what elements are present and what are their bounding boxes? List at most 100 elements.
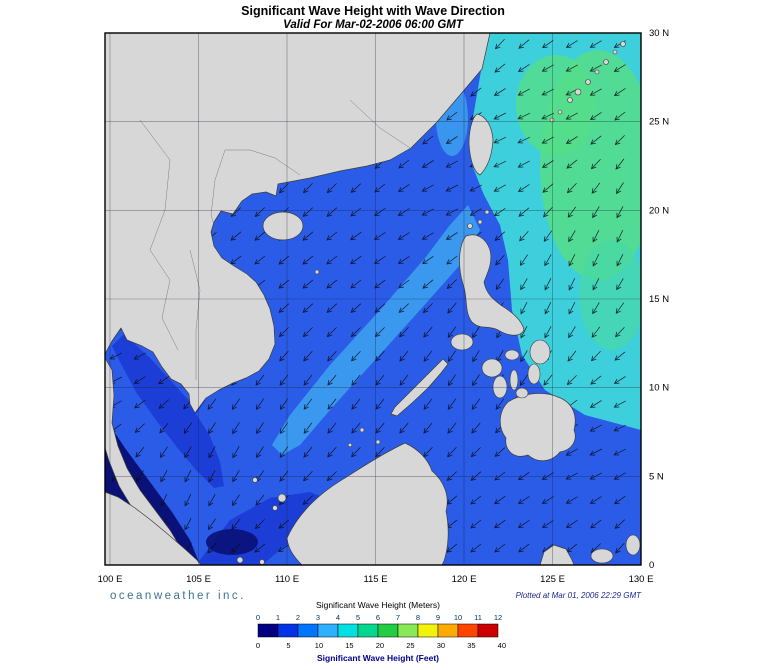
island-dots-batanes xyxy=(467,209,490,229)
wave-direction-arrow xyxy=(422,255,434,265)
wave-direction-arrow xyxy=(592,230,600,243)
wave-direction-arrow xyxy=(302,183,313,194)
wave-direction-arrow xyxy=(518,207,530,217)
wave-direction-arrow xyxy=(494,207,506,217)
map-frame xyxy=(104,32,642,566)
wave-direction-arrow xyxy=(208,446,216,459)
island-luzon xyxy=(459,234,525,336)
wave-direction-arrow xyxy=(207,398,217,410)
meters-tick-label: 9 xyxy=(436,613,440,622)
wave-direction-arrow xyxy=(544,302,552,315)
colorbar-title-meters: Significant Wave Height (Meters) xyxy=(316,600,440,610)
wave-direction-arrow xyxy=(613,376,626,384)
wave-direction-arrow xyxy=(493,112,506,120)
lat-label: 15 N xyxy=(649,294,669,305)
wave-direction-arrow xyxy=(446,543,458,553)
wave-direction-arrow xyxy=(541,496,554,504)
wave-direction-arrow xyxy=(423,422,433,434)
wave-direction-arrow xyxy=(302,255,314,265)
wave-direction-arrow xyxy=(589,40,602,48)
lat-label: 25 N xyxy=(649,117,669,128)
wave-direction-arrow xyxy=(614,519,626,529)
wave-direction-arrow xyxy=(278,279,290,289)
wave-direction-arrow xyxy=(568,277,576,291)
wave-direction-arrow xyxy=(350,207,362,217)
wave-direction-arrow xyxy=(445,232,458,240)
wave-direction-arrow xyxy=(616,229,624,243)
lon-label: 125 E xyxy=(540,574,565,585)
wave-direction-arrow xyxy=(494,495,506,505)
wave-direction-arrow xyxy=(518,471,530,481)
wave-direction-arrow xyxy=(517,160,530,168)
feet-tick-label: 20 xyxy=(376,641,384,650)
lat-label: 30 N xyxy=(649,28,669,39)
wave-direction-arrow xyxy=(208,494,216,507)
wave-direction-arrow xyxy=(542,39,554,49)
wave-direction-arrow xyxy=(470,447,481,458)
wave-direction-arrow xyxy=(399,350,409,362)
wave-direction-arrow xyxy=(494,447,506,457)
wave-direction-arrow xyxy=(254,519,265,530)
wave-direction-arrow xyxy=(471,398,481,410)
colorbar-title-feet: Significant Wave Height (Feet) xyxy=(317,653,439,663)
wave-direction-arrow xyxy=(470,495,482,505)
wave-direction-arrow xyxy=(374,303,386,313)
wave-direction-arrow xyxy=(207,518,216,531)
wave-direction-arrow xyxy=(256,422,264,435)
wave-direction-arrow xyxy=(541,160,554,168)
wave-direction-arrow xyxy=(493,88,506,96)
wave-direction-arrow xyxy=(326,471,337,482)
wave-direction-arrow xyxy=(591,326,601,338)
feet-tick-label: 35 xyxy=(467,641,475,650)
wave-direction-arrow xyxy=(375,374,385,386)
wave-direction-arrow xyxy=(590,135,602,145)
wave-direction-arrow xyxy=(231,494,240,507)
island-panay xyxy=(481,358,503,378)
wave-direction-arrow xyxy=(421,232,434,240)
ocean-region-gulf-thailand xyxy=(112,334,224,488)
feet-tick-label: 5 xyxy=(286,641,290,650)
meters-tick-label: 12 xyxy=(494,613,502,622)
wave-direction-arrow xyxy=(614,135,625,146)
island-mindoro xyxy=(450,333,474,351)
wave-direction-arrow xyxy=(494,39,505,50)
lat-label: 10 N xyxy=(649,383,669,394)
wave-direction-arrow xyxy=(399,374,409,386)
wave-direction-arrow xyxy=(279,398,289,410)
feet-tick-label: 15 xyxy=(345,641,353,650)
wave-direction-arrow xyxy=(327,374,337,386)
wave-direction-arrow xyxy=(254,543,266,553)
wave-direction-arrow xyxy=(184,446,192,459)
wave-direction-arrow xyxy=(541,88,554,96)
wave-direction-arrow xyxy=(471,422,481,434)
island-blob-southeast xyxy=(590,548,614,564)
land-layer xyxy=(104,32,641,566)
wave-direction-arrow xyxy=(254,207,265,218)
wave-direction-arrow xyxy=(397,256,410,265)
wave-direction-arrow xyxy=(445,208,458,216)
island-bohol xyxy=(515,387,529,399)
wave-direction-arrow xyxy=(542,183,554,193)
wave-direction-arrow xyxy=(255,374,265,386)
wave-direction-arrow xyxy=(302,327,313,338)
wave-direction-arrow xyxy=(616,206,624,219)
island-halmahera-edge xyxy=(625,534,641,556)
wave-direction-arrow xyxy=(326,303,338,313)
wave-direction-arrow xyxy=(373,207,386,217)
wave-direction-arrow xyxy=(278,255,290,265)
lat-label: 0 xyxy=(649,560,654,571)
wave-direction-arrow xyxy=(303,350,313,362)
wave-direction-arrow xyxy=(397,232,410,240)
colorbar-segment xyxy=(377,623,399,638)
island-cebu xyxy=(509,369,519,391)
wave-direction-arrow xyxy=(565,496,578,504)
wave-direction-arrow xyxy=(133,376,146,384)
wave-direction-arrow xyxy=(568,326,576,339)
wave-direction-arrow xyxy=(568,254,576,267)
wave-direction-arrow xyxy=(592,253,600,267)
wave-direction-arrow xyxy=(350,327,361,338)
meters-tick-label: 6 xyxy=(376,613,380,622)
wave-direction-arrow xyxy=(326,255,338,265)
colorbar-segment xyxy=(277,623,299,638)
wave-direction-arrow xyxy=(254,255,266,265)
